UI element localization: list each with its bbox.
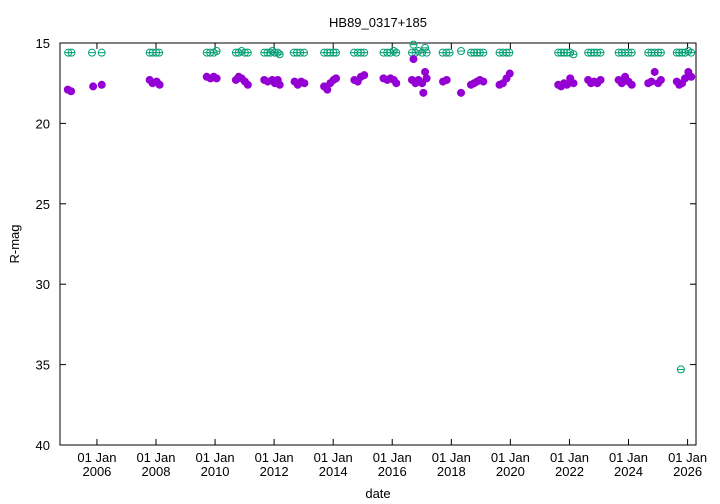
data-point (418, 79, 427, 88)
x-tick-year: 2018 (437, 464, 466, 479)
data-point (155, 80, 164, 89)
data-point (419, 88, 428, 97)
data-point (647, 77, 656, 86)
y-tick-label: 25 (36, 197, 50, 212)
data-point (300, 79, 309, 88)
data-point (569, 79, 578, 88)
x-tick-label: 01 Jan (609, 450, 648, 465)
data-point (479, 77, 488, 86)
x-tick-label: 01 Jan (432, 450, 471, 465)
x-tick-label: 01 Jan (255, 450, 294, 465)
data-point (243, 80, 252, 89)
x-tick-label: 01 Jan (491, 450, 530, 465)
data-point (421, 67, 430, 76)
data-point (89, 82, 98, 91)
plot-frame (59, 42, 697, 446)
data-series (63, 40, 696, 374)
data-point (275, 80, 284, 89)
y-axis-label: R-mag (7, 224, 22, 263)
data-point (332, 74, 341, 83)
y-tick-label: 35 (36, 358, 50, 373)
data-point (67, 87, 76, 96)
data-point (212, 74, 221, 83)
x-tick-year: 2010 (201, 464, 230, 479)
data-point (323, 85, 332, 94)
data-point (360, 71, 369, 80)
x-tick-label: 01 Jan (373, 450, 412, 465)
x-tick-year: 2008 (142, 464, 171, 479)
x-tick-year: 2006 (82, 464, 111, 479)
x-tick-year: 2024 (614, 464, 643, 479)
data-point (627, 80, 636, 89)
x-tick-label: 01 Jan (136, 450, 175, 465)
chart-title: HB89_0317+185 (329, 15, 427, 30)
data-point (687, 72, 696, 81)
series-0 (64, 40, 696, 374)
data-point (596, 75, 605, 84)
x-tick-year: 2020 (496, 464, 525, 479)
data-point (505, 69, 514, 78)
data-point (562, 80, 571, 89)
x-tick-label: 01 Jan (196, 450, 235, 465)
y-tick-label: 30 (36, 277, 50, 292)
x-tick-year: 2016 (378, 464, 407, 479)
y-tick-label: 15 (36, 36, 50, 51)
x-tick-label: 01 Jan (668, 450, 707, 465)
x-tick-year: 2022 (555, 464, 584, 479)
data-point (97, 80, 106, 89)
x-tick-label: 01 Jan (550, 450, 589, 465)
data-point (457, 88, 466, 97)
data-point (442, 75, 451, 84)
x-tick-year: 2026 (673, 464, 702, 479)
y-tick-label: 20 (36, 116, 50, 131)
data-point (409, 55, 418, 64)
y-axis: 15 20 25 30 35 40 (36, 36, 696, 453)
data-point (656, 75, 665, 84)
series-1 (63, 55, 696, 97)
x-tick-label: 01 Jan (77, 450, 116, 465)
data-point (422, 74, 431, 83)
data-point (392, 79, 401, 88)
x-tick-label: 01 Jan (314, 450, 353, 465)
y-tick-label: 40 (36, 438, 50, 453)
data-point (650, 67, 659, 76)
data-point (617, 79, 626, 88)
x-tick-year: 2014 (319, 464, 348, 479)
x-tick-year: 2012 (260, 464, 289, 479)
x-axis-label: date (365, 486, 390, 501)
